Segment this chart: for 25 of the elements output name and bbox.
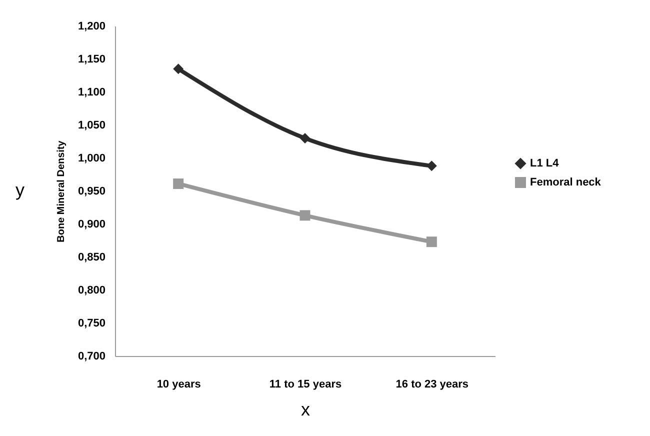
point: [300, 132, 310, 144]
y-tick-label: 0,750: [78, 318, 106, 330]
y-tick-label: 1,000: [78, 152, 106, 164]
point: [173, 64, 184, 74]
point: [173, 178, 184, 189]
x-tick-label: 10 years: [156, 378, 201, 390]
y-tick-label: 1,150: [78, 54, 106, 66]
y-tick-label: 0,950: [78, 186, 106, 198]
y-tick-label: 0,850: [78, 252, 106, 264]
y-tick-label: 0,700: [78, 350, 106, 362]
point: [426, 236, 437, 248]
legend-label: L1 L4: [530, 158, 560, 170]
y-axis-title: Bone Mineral Density: [56, 140, 67, 242]
y-tick-label: 1,050: [78, 120, 106, 132]
point: [426, 160, 437, 172]
y-tick-label: 1,100: [78, 86, 106, 98]
text: y: [16, 180, 24, 200]
x-tick-label: 16 to 23 years: [396, 378, 469, 390]
legend-label: Femoral neck: [530, 176, 602, 188]
x-tick-label: 11 to 15 years: [269, 378, 342, 390]
y-tick-label: 0,800: [78, 284, 106, 296]
x-axis-title: x: [301, 400, 310, 420]
point: [300, 210, 310, 221]
y-tick-label: 1,200: [78, 20, 106, 32]
y-tick-label: 0,900: [78, 218, 106, 230]
